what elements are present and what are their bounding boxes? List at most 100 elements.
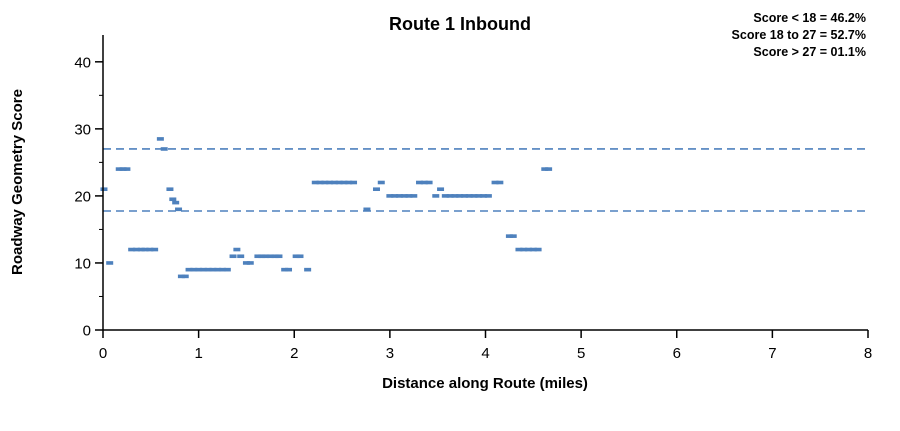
data-point xyxy=(525,247,533,252)
data-point xyxy=(281,267,289,272)
data-point xyxy=(316,180,324,185)
data-point xyxy=(199,267,207,272)
data-point xyxy=(451,194,459,198)
annotation-score-high: Score > 27 = 01.1% xyxy=(753,45,866,59)
data-point xyxy=(491,180,499,185)
annotation-score-low: Score < 18 = 46.2% xyxy=(753,11,866,25)
data-point xyxy=(377,180,385,185)
data-point xyxy=(141,247,149,252)
x-tick-label: 0 xyxy=(99,345,107,362)
data-point xyxy=(321,180,329,185)
data-point xyxy=(172,200,180,205)
data-point xyxy=(254,254,262,259)
data-point xyxy=(151,247,159,252)
data-point xyxy=(181,274,189,279)
data-point xyxy=(335,180,343,185)
data-point xyxy=(410,194,418,198)
y-tick-label: 40 xyxy=(74,54,91,71)
data-point xyxy=(204,267,212,272)
data-point xyxy=(330,180,338,185)
x-axis-title: Distance along Route (miles) xyxy=(382,375,588,392)
data-point xyxy=(115,167,123,171)
data-point xyxy=(233,247,241,252)
data-point xyxy=(275,254,283,259)
data-point xyxy=(345,180,353,185)
data-point xyxy=(177,274,185,279)
data-point xyxy=(237,254,245,259)
data-point xyxy=(271,254,279,259)
data-point xyxy=(106,261,114,265)
data-point xyxy=(395,194,403,198)
data-point xyxy=(340,180,348,185)
chart-title: Route 1 Inbound xyxy=(389,14,531,34)
data-point xyxy=(505,234,513,238)
data-point xyxy=(432,194,440,198)
data-point xyxy=(520,247,528,252)
data-point xyxy=(128,247,136,252)
data-point xyxy=(266,254,274,259)
data-point xyxy=(545,167,553,171)
data-point xyxy=(190,267,198,272)
y-tick-label: 10 xyxy=(74,255,91,272)
data-point xyxy=(166,187,174,192)
data-point xyxy=(123,167,131,171)
x-tick-label: 2 xyxy=(290,345,298,362)
data-point xyxy=(496,180,504,185)
data-point xyxy=(420,180,428,185)
data-point xyxy=(219,267,227,272)
y-axis-title: Roadway Geometry Score xyxy=(9,89,26,275)
data-point xyxy=(160,147,168,151)
data-point xyxy=(350,180,358,185)
data-point xyxy=(460,194,468,198)
data-point xyxy=(386,194,394,198)
x-tick-label: 8 xyxy=(864,345,872,362)
data-point xyxy=(509,234,517,238)
x-tick-label: 6 xyxy=(673,345,681,362)
data-point xyxy=(391,194,399,198)
data-point xyxy=(441,194,449,198)
data-point xyxy=(119,167,127,171)
data-point xyxy=(242,261,250,265)
x-tick-label: 1 xyxy=(194,345,202,362)
data-point xyxy=(437,187,445,192)
data-point xyxy=(372,187,380,192)
data-point xyxy=(534,247,542,252)
data-point xyxy=(416,180,424,185)
data-point xyxy=(363,207,371,212)
data-point xyxy=(195,267,203,272)
data-point xyxy=(296,254,304,259)
data-point xyxy=(214,267,222,272)
y-tick-label: 30 xyxy=(74,121,91,138)
data-point xyxy=(541,167,549,171)
data-point xyxy=(480,194,488,198)
data-point xyxy=(446,194,454,198)
x-tick-label: 4 xyxy=(481,345,489,362)
plot-area: 0 1 2 3 4 5 6 7 8 0 10 20 30 40 xyxy=(74,35,872,362)
y-tick-label: 20 xyxy=(74,188,91,205)
data-point xyxy=(311,180,319,185)
x-tick-label: 3 xyxy=(386,345,394,362)
data-point xyxy=(405,194,413,198)
data-point xyxy=(175,207,183,212)
data-point xyxy=(100,187,108,192)
data-point xyxy=(465,194,473,198)
data-point xyxy=(209,267,217,272)
data-point xyxy=(475,194,483,198)
data-point xyxy=(185,267,193,272)
data-point xyxy=(262,254,270,259)
data-point xyxy=(169,197,177,202)
annotation-score-mid: Score 18 to 27 = 52.7% xyxy=(732,28,866,42)
x-tick-label: 7 xyxy=(768,345,776,362)
data-point xyxy=(258,254,266,259)
data-point xyxy=(132,247,140,252)
data-point xyxy=(304,267,312,272)
data-point xyxy=(229,254,237,259)
data-point xyxy=(146,247,154,252)
data-point xyxy=(529,247,537,252)
data-point xyxy=(292,254,300,259)
data-point xyxy=(400,194,408,198)
data-point xyxy=(470,194,478,198)
data-point xyxy=(285,267,293,272)
